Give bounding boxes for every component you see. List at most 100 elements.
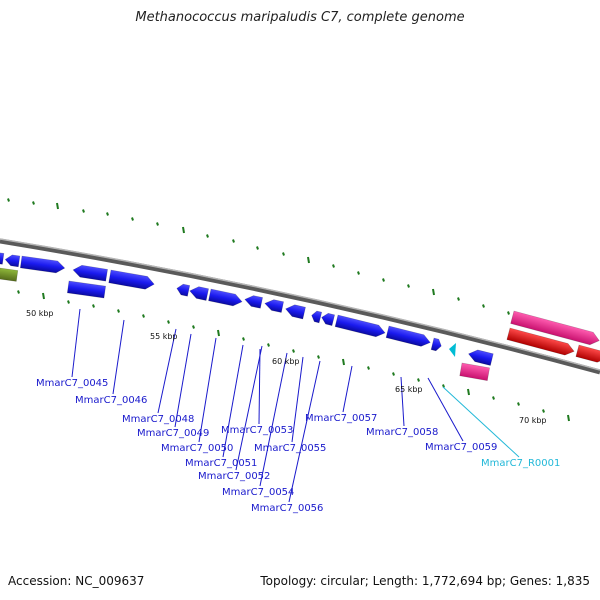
label-leader-line bbox=[71, 308, 81, 378]
scale-labels: 50 kbp 55 kbp 60 kbp 65 kbp 70 kbp bbox=[26, 309, 547, 425]
gene-arrow[interactable] bbox=[176, 283, 191, 297]
gene-arrow[interactable] bbox=[385, 325, 432, 348]
gene-arrow[interactable] bbox=[430, 337, 443, 352]
genome-backbone bbox=[0, 238, 600, 375]
gene-label[interactable]: MmarC7_0052 bbox=[198, 471, 270, 482]
scale-tick bbox=[67, 300, 70, 304]
scale-label: 65 kbp bbox=[395, 385, 423, 394]
scale-tick bbox=[282, 252, 285, 256]
scale-tick bbox=[32, 201, 35, 205]
scale-tick bbox=[242, 337, 245, 341]
gene-arrow[interactable] bbox=[510, 310, 600, 347]
gene-arrow[interactable] bbox=[19, 255, 66, 274]
gene-arrow[interactable] bbox=[208, 288, 244, 308]
scale-tick bbox=[206, 234, 209, 238]
scale-tick bbox=[217, 329, 220, 337]
gene-label[interactable]: MmarC7_0045 bbox=[36, 378, 108, 389]
scale-tick bbox=[442, 384, 445, 388]
gene-label[interactable]: MmarC7_0058 bbox=[366, 427, 438, 438]
gene-arrow[interactable] bbox=[4, 254, 21, 268]
label-leaders bbox=[71, 308, 520, 503]
scale-tick bbox=[267, 343, 270, 347]
gene-label[interactable]: MmarC7_0057 bbox=[305, 413, 377, 424]
scale-tick bbox=[407, 284, 410, 288]
gene-arrow[interactable] bbox=[506, 327, 576, 357]
map-title: Methanococcus maripaludis C7, complete g… bbox=[135, 10, 465, 25]
gene-arrow[interactable] bbox=[467, 348, 494, 366]
gene-arrow[interactable] bbox=[0, 252, 5, 265]
scale-tick bbox=[292, 349, 295, 353]
scale-tick bbox=[117, 309, 120, 313]
gene-label[interactable]: MmarC7_R0001 bbox=[481, 458, 560, 469]
gene-label[interactable]: MmarC7_0056 bbox=[251, 503, 323, 514]
gene-label[interactable]: MmarC7_0055 bbox=[254, 443, 326, 454]
scale-label: 70 kbp bbox=[519, 416, 547, 425]
gene-arrow[interactable] bbox=[575, 344, 600, 364]
scale-label: 60 kbp bbox=[272, 357, 300, 366]
gene-label[interactable]: MmarC7_0051 bbox=[185, 458, 257, 469]
scale-tick bbox=[492, 396, 495, 400]
gene-labels: MmarC7_0045 MmarC7_0046 MmarC7_0048 MmarC7_… bbox=[36, 378, 560, 514]
gene-arrow[interactable] bbox=[334, 314, 386, 339]
scale-tick bbox=[317, 355, 320, 359]
gene-arrow[interactable] bbox=[108, 269, 156, 291]
gene-arrow[interactable] bbox=[72, 264, 108, 282]
label-leader-line bbox=[235, 345, 263, 471]
feature-track bbox=[0, 252, 600, 382]
scale-tick bbox=[382, 278, 385, 282]
scale-tick bbox=[106, 212, 109, 216]
gene-arrow[interactable] bbox=[284, 303, 306, 320]
scale-tick bbox=[417, 378, 420, 382]
gene-arrow[interactable] bbox=[310, 310, 323, 324]
scale-tick bbox=[432, 288, 435, 296]
gene-arrow[interactable] bbox=[0, 267, 19, 282]
scale-tick bbox=[192, 325, 195, 329]
scale-label: 55 kbp bbox=[150, 332, 178, 341]
scale-tick bbox=[517, 402, 520, 406]
label-leader-line bbox=[258, 348, 261, 425]
gene-label[interactable]: MmarC7_0048 bbox=[122, 414, 194, 425]
gene-label[interactable]: MmarC7_0054 bbox=[222, 487, 294, 498]
gene-arrow[interactable] bbox=[189, 285, 209, 301]
scale-tick bbox=[92, 304, 95, 308]
scale-tick bbox=[507, 311, 510, 315]
scale-tick bbox=[342, 358, 345, 366]
label-leader-line bbox=[174, 333, 192, 428]
label-leader-line bbox=[112, 319, 125, 395]
gene-arrow[interactable] bbox=[244, 294, 263, 309]
scale-tick bbox=[131, 217, 134, 221]
label-leader-line bbox=[427, 377, 464, 442]
scale-tick bbox=[307, 256, 310, 264]
genome-backbone-highlight bbox=[0, 238, 600, 371]
gene-arrow[interactable] bbox=[459, 362, 490, 382]
scale-tick bbox=[142, 314, 145, 318]
label-leader-line bbox=[342, 365, 353, 413]
genome-summary-text: Topology: circular; Length: 1,772,694 bp… bbox=[260, 574, 590, 588]
gene-arrow[interactable] bbox=[264, 298, 284, 313]
gene-arrow[interactable] bbox=[320, 312, 336, 326]
gene-label[interactable]: MmarC7_0049 bbox=[137, 428, 209, 439]
scale-tick bbox=[7, 198, 10, 202]
label-leader-line bbox=[198, 337, 217, 443]
scale-tick bbox=[82, 209, 85, 213]
gene-label[interactable]: MmarC7_0059 bbox=[425, 442, 497, 453]
label-leader-line bbox=[259, 352, 288, 487]
scale-tick bbox=[542, 409, 545, 413]
scale-tick bbox=[42, 292, 45, 300]
gene-label[interactable]: MmarC7_0050 bbox=[161, 443, 233, 454]
scale-label: 50 kbp bbox=[26, 309, 54, 318]
label-leader-line bbox=[222, 344, 244, 458]
gene-label[interactable]: MmarC7_0046 bbox=[75, 395, 147, 406]
scale-tick bbox=[17, 290, 20, 294]
scale-tick bbox=[167, 320, 170, 324]
scale-tick bbox=[232, 239, 235, 243]
gene-label[interactable]: MmarC7_0053 bbox=[221, 425, 293, 436]
scale-tick bbox=[567, 414, 570, 422]
scale-tick bbox=[367, 366, 370, 370]
scale-tick bbox=[56, 202, 59, 210]
rna-feature[interactable] bbox=[449, 343, 456, 357]
label-leader-line bbox=[157, 328, 177, 414]
accession-text: Accession: NC_009637 bbox=[8, 574, 145, 588]
gene-arrow[interactable] bbox=[66, 280, 106, 299]
